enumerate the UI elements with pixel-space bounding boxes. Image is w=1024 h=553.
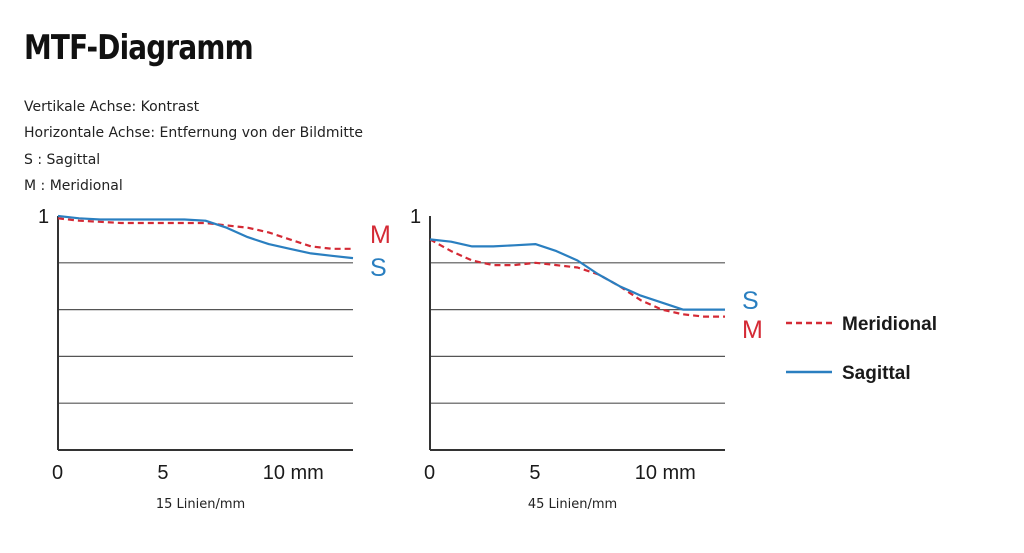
legend-label-sagittal: Sagittal	[842, 363, 911, 384]
x-tick-label: 10 mm	[635, 462, 696, 484]
x-tick-label: 5	[529, 462, 540, 484]
note-vertical-axis: Vertikale Achse: Kontrast	[24, 99, 200, 115]
chart-legend: Meridional Sagittal	[786, 314, 937, 384]
series-end-label-sagittal: S	[742, 287, 759, 315]
series-line-meridional	[57, 217, 353, 250]
series-line-sagittal	[429, 238, 725, 311]
note-meridional: M : Meridional	[24, 177, 123, 194]
series-line-meridional	[429, 238, 725, 318]
x-tick-label: 0	[52, 462, 63, 484]
series-end-label-meridional: M	[742, 316, 763, 344]
y-tick-label: 1	[410, 206, 421, 228]
note-horizontal-axis: Horizontale Achse: Entfernung von der Bi…	[24, 125, 364, 142]
chart-caption: 15 Linien/mm	[156, 497, 245, 512]
y-tick-label: 1	[38, 206, 49, 228]
series-line-sagittal	[57, 214, 354, 260]
series-end-label-meridional: M	[370, 221, 391, 249]
mtf-chart-2: 0 5 10 mm 1 SM 45 Linien/mm	[410, 206, 763, 512]
x-tick-label: 0	[424, 462, 435, 484]
x-tick-label: 10 mm	[263, 462, 324, 484]
note-sagittal: S : Sagittal	[24, 151, 101, 168]
mtf-chart-1: 0 5 10 mm 1 MS 15 Linien/mm	[38, 206, 391, 512]
x-tick-label: 5	[157, 462, 168, 484]
series-end-label-sagittal: S	[370, 254, 387, 282]
chart-caption: 45 Linien/mm	[528, 497, 617, 512]
axis-description: Vertikale Achse: Kontrast Horizontale Ac…	[24, 94, 363, 199]
page-title: MTF-Diagramm	[24, 28, 254, 68]
legend-label-meridional: Meridional	[842, 314, 937, 335]
